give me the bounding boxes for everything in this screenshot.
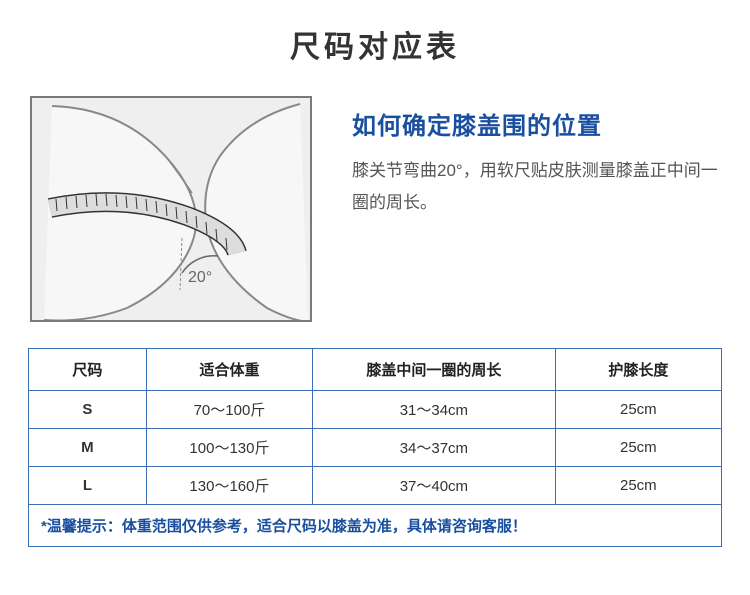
instruction-body: 膝关节弯曲20°，用软尺贴皮肤测量膝盖正中间一圈的周长。: [352, 155, 720, 220]
table-row: L 130～160斤 37～40cm 25cm: [29, 467, 722, 505]
cell-length: 25cm: [555, 429, 721, 467]
angle-label: 20°: [188, 269, 212, 286]
col-length: 护膝长度: [555, 349, 721, 391]
cell-size: S: [29, 391, 147, 429]
table-row: S 70～100斤 31～34cm 25cm: [29, 391, 722, 429]
size-table-container: 尺码 适合体重 膝盖中间一圈的周长 护膝长度 S 70～100斤 31～34cm…: [0, 322, 750, 547]
instruction-section: 20° 如何确定膝盖围的位置 膝关节弯曲20°，用软尺贴皮肤测量膝盖正中间一圈的…: [0, 66, 750, 322]
knee-diagram: 20°: [30, 96, 312, 322]
col-weight: 适合体重: [146, 349, 312, 391]
cell-circumference: 34～37cm: [313, 429, 556, 467]
table-row: M 100～130斤 34～37cm 25cm: [29, 429, 722, 467]
cell-length: 25cm: [555, 467, 721, 505]
cell-circumference: 31～34cm: [313, 391, 556, 429]
instruction-text: 如何确定膝盖围的位置 膝关节弯曲20°，用软尺贴皮肤测量膝盖正中间一圈的周长。: [352, 96, 720, 322]
cell-weight: 130～160斤: [146, 467, 312, 505]
cell-weight: 100～130斤: [146, 429, 312, 467]
table-header-row: 尺码 适合体重 膝盖中间一圈的周长 护膝长度: [29, 349, 722, 391]
size-table: 尺码 适合体重 膝盖中间一圈的周长 护膝长度 S 70～100斤 31～34cm…: [28, 348, 722, 547]
cell-weight: 70～100斤: [146, 391, 312, 429]
cell-size: M: [29, 429, 147, 467]
col-circumference: 膝盖中间一圈的周长: [313, 349, 556, 391]
col-size: 尺码: [29, 349, 147, 391]
instruction-heading: 如何确定膝盖围的位置: [352, 106, 720, 141]
cell-size: L: [29, 467, 147, 505]
cell-circumference: 37～40cm: [313, 467, 556, 505]
page-title: 尺码对应表: [0, 0, 750, 66]
table-note: *温馨提示：体重范围仅供参考，适合尺码以膝盖为准，具体请咨询客服！: [29, 505, 722, 547]
table-note-row: *温馨提示：体重范围仅供参考，适合尺码以膝盖为准，具体请咨询客服！: [29, 505, 722, 547]
cell-length: 25cm: [555, 391, 721, 429]
